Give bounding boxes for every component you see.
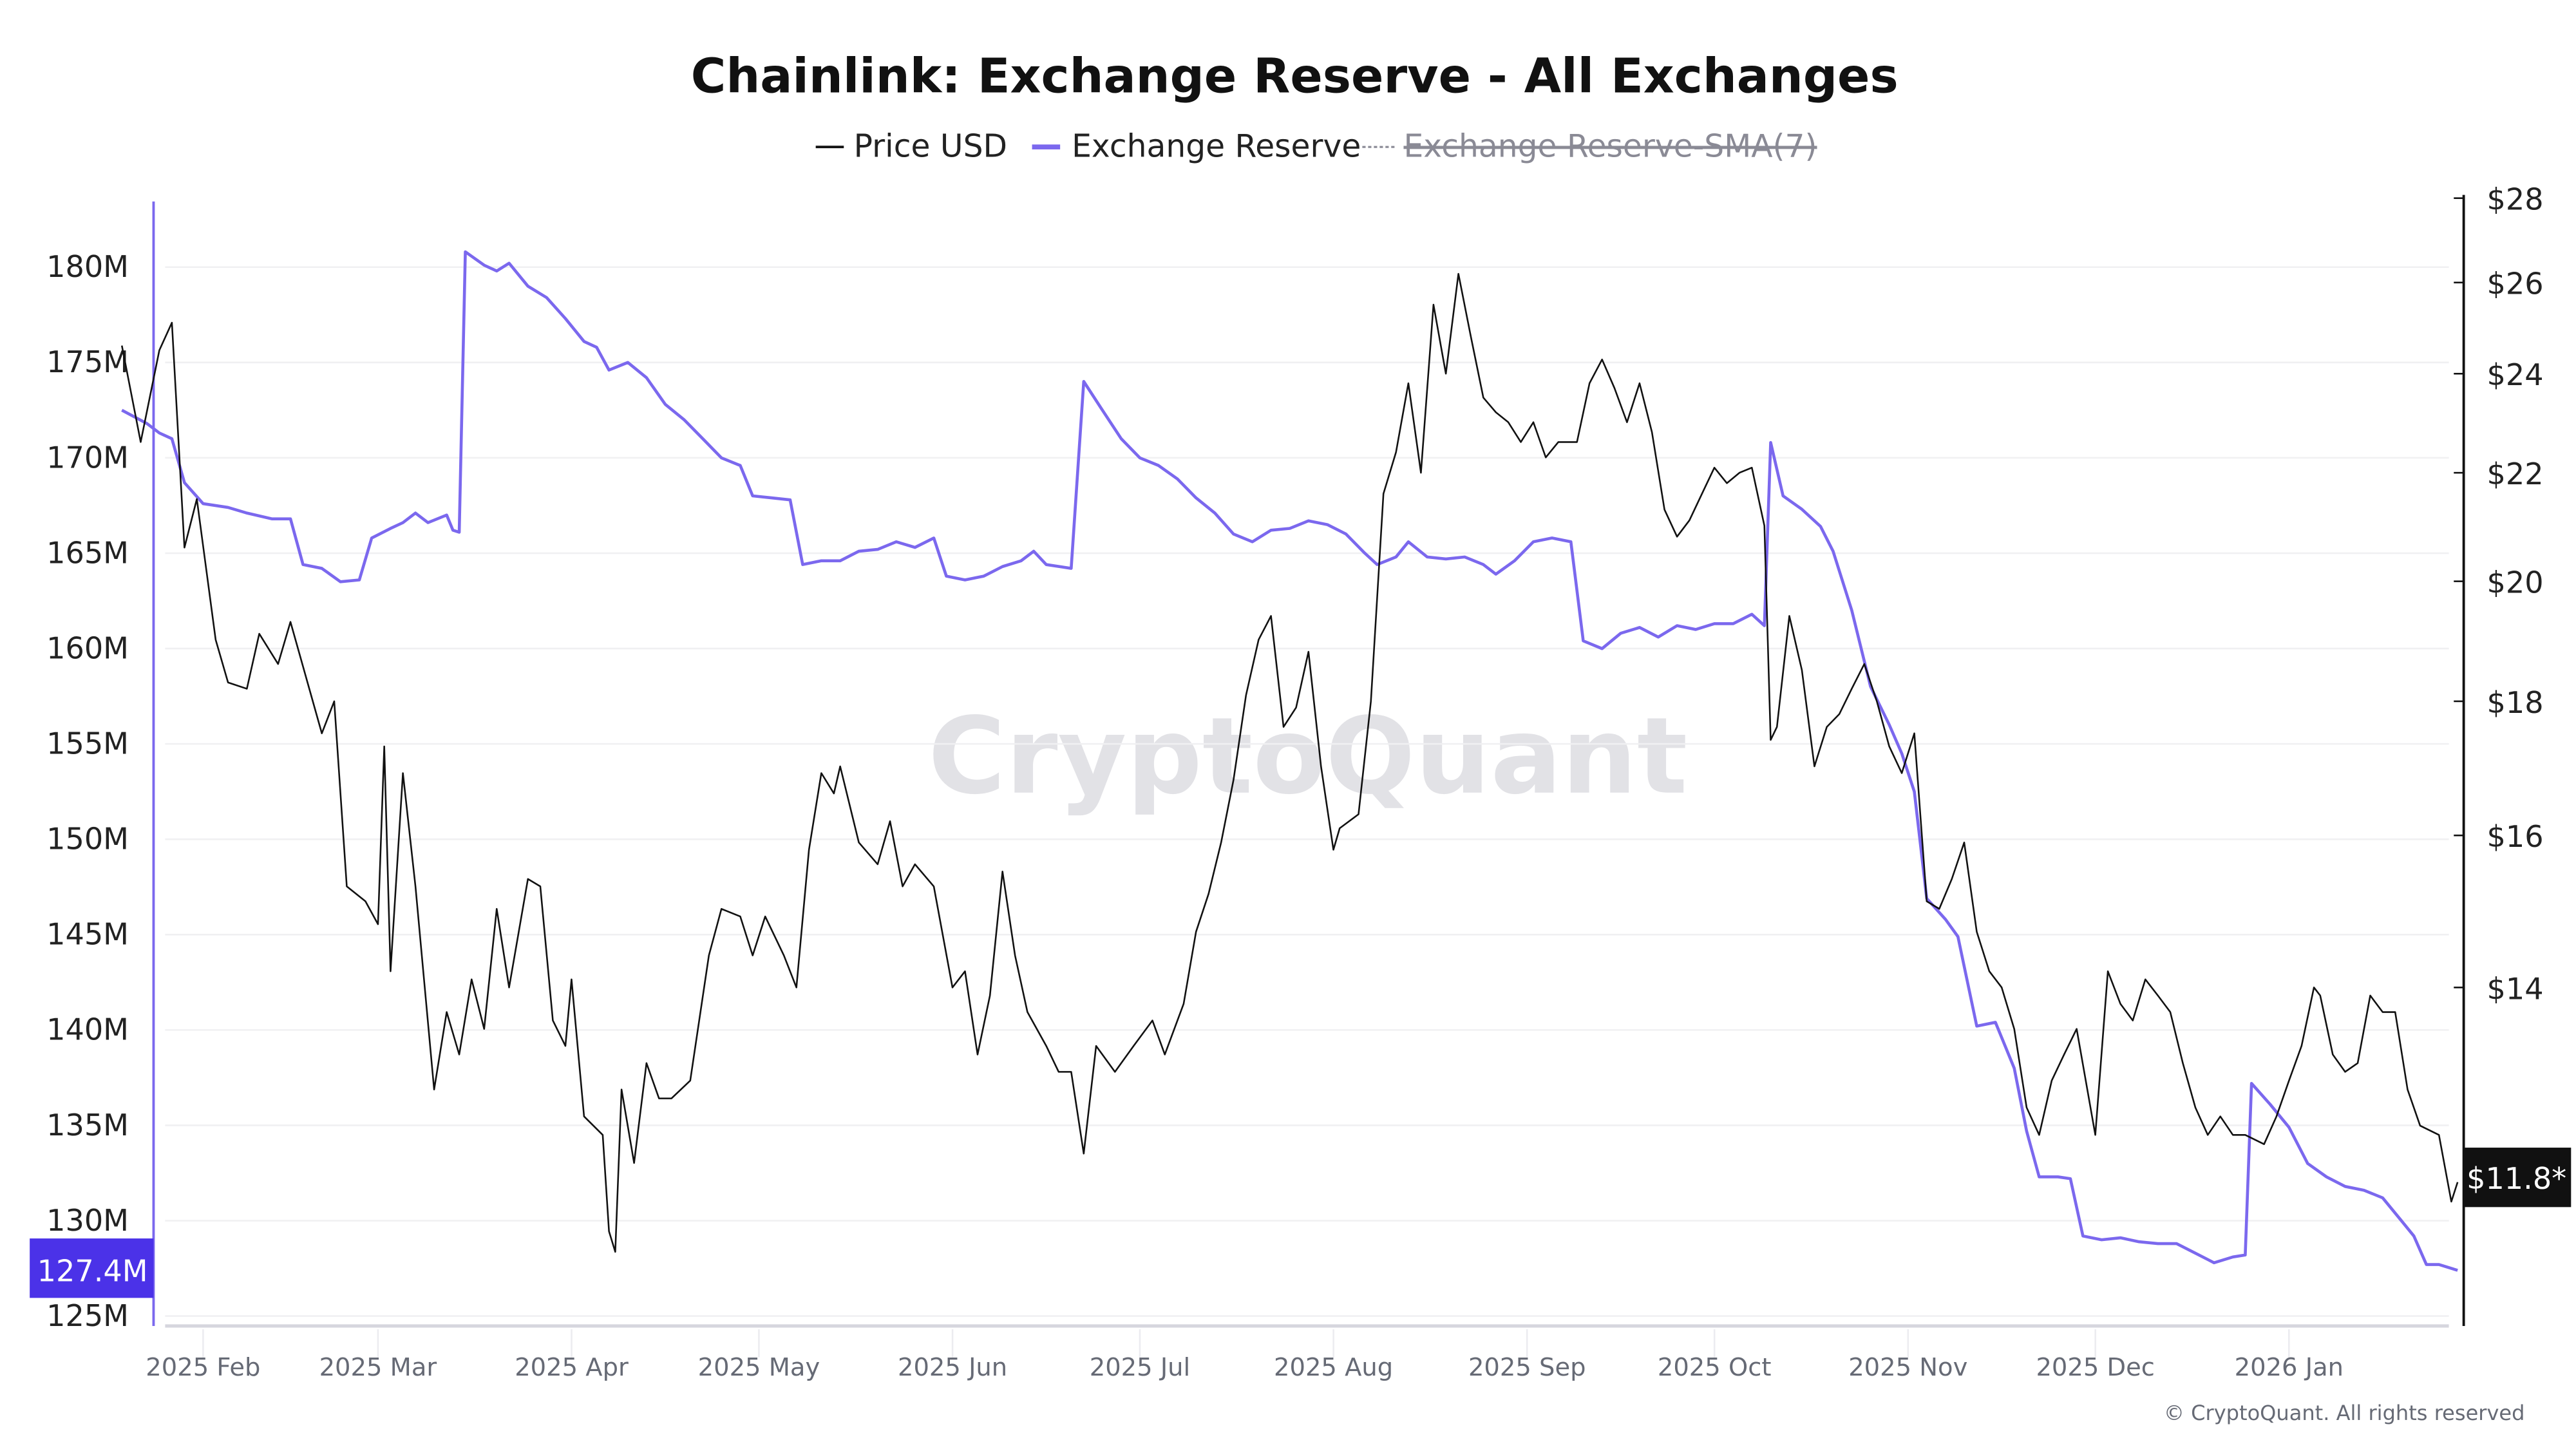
legend-item-price[interactable]: Price USD	[815, 129, 1007, 165]
right-tick-label: $14	[2487, 971, 2544, 1006]
left-tick-label: 175M	[46, 345, 129, 379]
reserve-last-value-badge: 127.4M	[30, 1238, 154, 1298]
reserve-last-value: 127.4M	[37, 1254, 148, 1289]
x-tick-label: 2025 Sep	[1468, 1353, 1586, 1382]
right-tick-label: $18	[2487, 685, 2544, 720]
legend-label-price: Price USD	[854, 129, 1007, 165]
chart-title: Chainlink: Exchange Reserve - All Exchan…	[691, 48, 1899, 104]
left-tick-label: 160M	[46, 630, 129, 665]
left-axis-ticks: 125M 130M 135M 140M 145M 150M 155M 160M 165M 170M…	[46, 249, 129, 1333]
price-last-value-badge: $11.8*	[2463, 1148, 2571, 1208]
series	[120, 250, 2459, 1272]
left-tick-label: 180M	[46, 249, 129, 284]
left-tick-label: 145M	[46, 917, 129, 952]
x-tick-label: 2025 Nov	[1848, 1353, 1967, 1382]
left-tick-label: 130M	[46, 1203, 129, 1238]
right-tick-label: $26	[2487, 267, 2544, 301]
x-tick-label: 2025 Dec	[2036, 1353, 2155, 1382]
x-tick-label: 2025 Jul	[1090, 1353, 1190, 1382]
x-tick-label: 2025 Feb	[146, 1353, 260, 1382]
legend-label-reserve: Exchange Reserve	[1072, 129, 1361, 165]
left-tick-label: 165M	[46, 535, 129, 570]
price-last-value: $11.8*	[2467, 1161, 2566, 1196]
right-axis-ticks: $14 $16 $18 $20 $22 $24 $26 $28	[2454, 182, 2544, 1006]
x-tick-label: 2025 May	[698, 1353, 820, 1382]
left-tick-label: 140M	[46, 1012, 129, 1047]
x-tick-label: 2026 Jan	[2235, 1353, 2344, 1382]
x-tick-label: 2025 Aug	[1274, 1353, 1393, 1382]
right-tick-label: $24	[2487, 357, 2544, 392]
legend-item-reserve[interactable]: Exchange Reserve	[1032, 129, 1361, 165]
x-tick-label: 2025 Oct	[1658, 1353, 1772, 1382]
x-tick-label: 2025 Apr	[515, 1353, 629, 1382]
left-tick-label: 155M	[46, 726, 129, 761]
x-axis-ticks: 2025 Feb 2025 Mar 2025 Apr 2025 May 2025 Jun…	[146, 1329, 2344, 1382]
left-tick-label: 135M	[46, 1108, 129, 1142]
right-tick-label: $16	[2487, 819, 2544, 854]
right-tick-label: $22	[2487, 457, 2544, 491]
legend: Price USD Exchange Reserve Exchange Rese…	[815, 129, 1817, 165]
watermark: CryptoQuant	[928, 695, 1687, 818]
right-tick-label: $20	[2487, 565, 2544, 600]
left-tick-label: 125M	[46, 1298, 129, 1333]
x-tick-label: 2025 Mar	[319, 1353, 437, 1382]
left-tick-label: 150M	[46, 822, 129, 857]
copyright: © CryptoQuant. All rights reserved	[2164, 1401, 2525, 1425]
right-tick-label: $28	[2487, 182, 2544, 217]
left-tick-label: 170M	[46, 440, 129, 475]
x-tick-label: 2025 Jun	[898, 1353, 1007, 1382]
exchange-reserve-line	[121, 250, 2458, 1272]
grid	[165, 266, 2449, 1317]
legend-item-sma[interactable]: Exchange Reserve-SMA(7)	[1362, 129, 1817, 165]
price-usd-line	[120, 272, 2459, 1253]
legend-label-sma: Exchange Reserve-SMA(7)	[1403, 129, 1817, 165]
